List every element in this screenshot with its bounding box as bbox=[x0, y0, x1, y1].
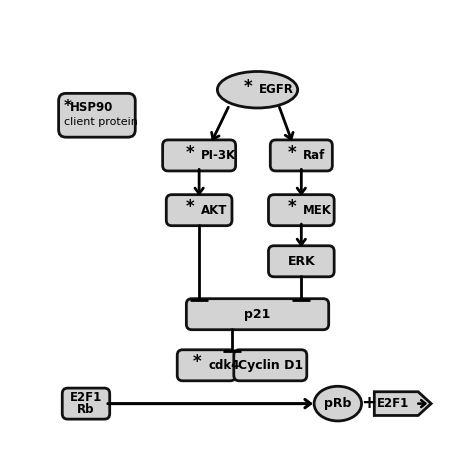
Text: *: * bbox=[288, 198, 297, 216]
Text: *: * bbox=[193, 354, 201, 371]
Text: AKT: AKT bbox=[201, 204, 228, 217]
Text: EGFR: EGFR bbox=[259, 83, 294, 96]
Polygon shape bbox=[374, 392, 431, 416]
FancyBboxPatch shape bbox=[59, 93, 135, 137]
Text: *: * bbox=[186, 144, 194, 162]
FancyBboxPatch shape bbox=[166, 195, 232, 226]
Text: +: + bbox=[361, 394, 376, 412]
Text: *: * bbox=[64, 99, 72, 114]
FancyBboxPatch shape bbox=[234, 350, 307, 381]
Text: E2F1: E2F1 bbox=[70, 391, 102, 404]
Text: *: * bbox=[288, 144, 297, 162]
Text: *: * bbox=[186, 198, 194, 216]
FancyBboxPatch shape bbox=[268, 195, 334, 226]
FancyBboxPatch shape bbox=[270, 140, 332, 171]
Text: Rb: Rb bbox=[77, 403, 95, 416]
Text: MEK: MEK bbox=[303, 204, 332, 217]
FancyBboxPatch shape bbox=[186, 299, 328, 330]
Text: PI-3K: PI-3K bbox=[201, 149, 236, 162]
Ellipse shape bbox=[218, 72, 298, 108]
Text: E2F1: E2F1 bbox=[376, 397, 409, 410]
FancyBboxPatch shape bbox=[62, 388, 109, 419]
FancyBboxPatch shape bbox=[268, 246, 334, 277]
Text: cdk4: cdk4 bbox=[208, 359, 240, 372]
Text: pRb: pRb bbox=[324, 397, 352, 410]
Text: HSP90: HSP90 bbox=[70, 101, 113, 114]
FancyBboxPatch shape bbox=[177, 350, 236, 381]
Ellipse shape bbox=[314, 386, 362, 421]
FancyBboxPatch shape bbox=[163, 140, 236, 171]
Text: Cyclin D1: Cyclin D1 bbox=[238, 359, 303, 372]
Text: ERK: ERK bbox=[287, 255, 315, 268]
Text: client protein: client protein bbox=[64, 117, 138, 127]
Text: p21: p21 bbox=[244, 308, 271, 321]
Text: *: * bbox=[244, 78, 253, 96]
Text: Raf: Raf bbox=[303, 149, 326, 162]
